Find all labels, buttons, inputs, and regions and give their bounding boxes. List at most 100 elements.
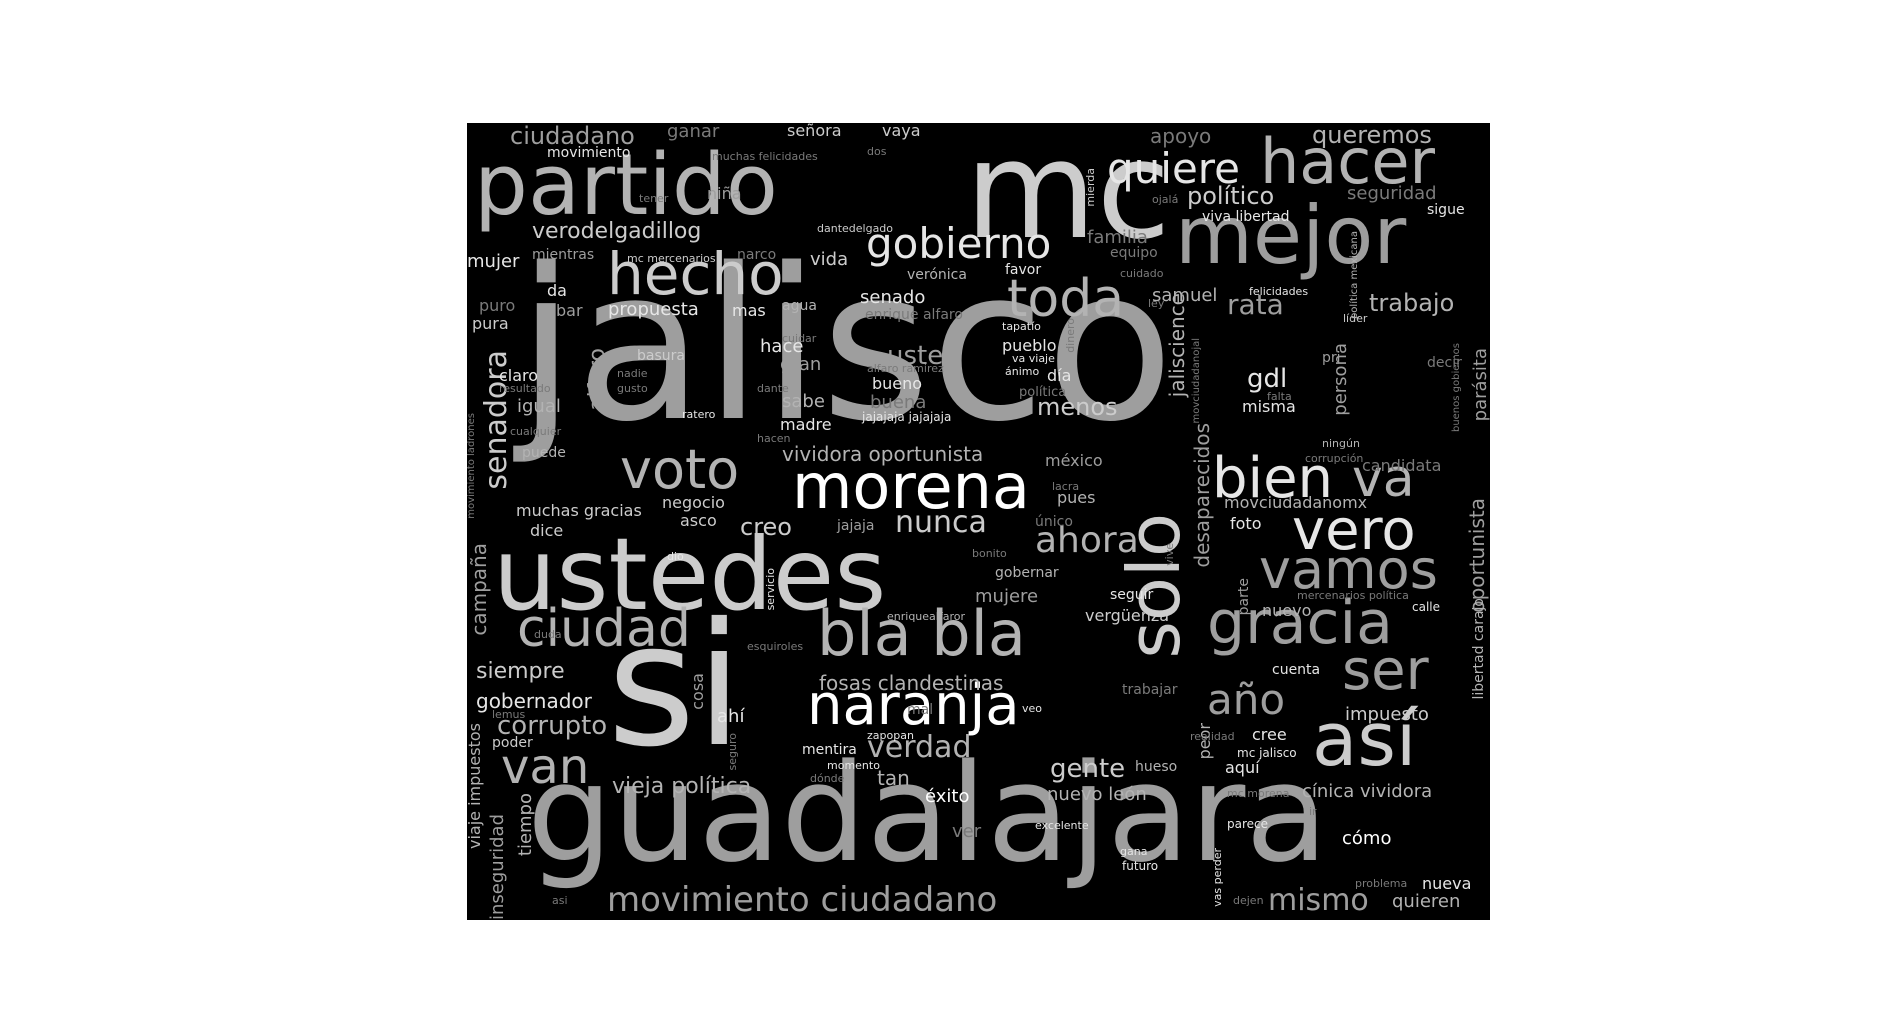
word-toda: toda xyxy=(1007,269,1125,329)
word-aqui: aquí xyxy=(1225,758,1260,777)
word-trabajo: trabajo xyxy=(1369,289,1455,317)
word-mejor: mejor xyxy=(1175,189,1407,282)
word-mujer: mujer xyxy=(467,251,520,272)
word-mierda: mierda xyxy=(1084,168,1097,207)
word-vividora-oportunista: vividora oportunista xyxy=(782,442,984,466)
word-senado: senado xyxy=(860,287,926,308)
word-cinica-vividora: cínica vividora xyxy=(1302,781,1433,802)
word-tener: tener xyxy=(639,192,669,205)
word-ahi: ahí xyxy=(717,706,745,727)
word-dia: día xyxy=(1047,366,1072,385)
word-unico: único xyxy=(1035,514,1073,530)
word-vaya: vaya xyxy=(882,123,921,140)
word-gente: gente xyxy=(1050,754,1126,784)
word-quiere: quiere xyxy=(1107,144,1240,193)
word-rata: rata xyxy=(1227,288,1284,321)
word-tapatio: tapatío xyxy=(1002,320,1041,333)
word-nina: niña xyxy=(707,184,742,203)
word-samuel: samuel xyxy=(1152,285,1218,306)
word-dante: dante xyxy=(757,382,789,395)
word-nadie: nadie xyxy=(617,367,648,380)
word-gdl: gdl xyxy=(1247,364,1288,394)
word-da: da xyxy=(547,281,567,300)
word-hueso: hueso xyxy=(1135,759,1178,775)
word-ver: ver xyxy=(952,821,982,842)
word-dinero: dinero xyxy=(1064,318,1077,353)
word-corrupcion: corrupción xyxy=(1305,452,1364,465)
word-ir: ir xyxy=(1309,805,1317,818)
word-jajajaja-jajajaja: jajajaja jajajaja xyxy=(862,410,952,424)
word-dantedelgado: dantedelgado xyxy=(817,222,894,235)
word-mc: mc xyxy=(965,123,1171,269)
word-apoyo: apoyo xyxy=(1150,124,1212,148)
word-siempre: siempre xyxy=(476,659,565,684)
word-dos: dos xyxy=(867,145,887,158)
word-dejen: dejen xyxy=(1233,894,1264,907)
word-libertad-carajo: libertad carajo xyxy=(1471,598,1487,700)
word-jajaja: jajaja xyxy=(837,518,875,534)
word-futuro: futuro xyxy=(1122,859,1159,873)
word-foto: foto xyxy=(1230,514,1262,533)
word-decir: decir xyxy=(1427,355,1462,371)
word-ganar: ganar xyxy=(667,123,720,142)
word-usted: usted xyxy=(887,341,960,371)
word-cuidar: cuidar xyxy=(782,332,817,345)
word-parte: parte xyxy=(1236,578,1252,616)
word-agua: agua xyxy=(782,298,817,314)
word-servicio: servicio xyxy=(764,568,777,611)
word-ojala: ojalá xyxy=(1152,193,1179,206)
word-como: cómo xyxy=(1342,828,1392,849)
word-felicidades: felicidades xyxy=(1249,285,1309,298)
word-viaje-impuestos: viaje impuestos xyxy=(467,723,484,849)
word-asi: asi xyxy=(552,894,568,907)
word-vas-perder: vas perder xyxy=(1211,848,1224,907)
word-seguir: seguir xyxy=(1110,587,1154,603)
word-narco: narco xyxy=(737,247,777,263)
word-vamos: vamos xyxy=(1259,538,1438,601)
word-quieren: quieren xyxy=(1392,891,1461,912)
word-parasita: parásita xyxy=(1470,348,1490,422)
word-morena: morena xyxy=(792,450,1030,523)
word-sigue: sigue xyxy=(1427,202,1465,218)
word-mientras: mientras xyxy=(532,247,595,263)
word-exito: éxito xyxy=(925,786,970,807)
word-movimiento-ladrones: movimiento ladrones xyxy=(467,413,477,519)
word-cosa: cosa xyxy=(688,673,707,710)
word-buena: buena xyxy=(870,392,927,413)
word-enrique-alfaro: enrique alfaro xyxy=(865,307,963,323)
word-cloud: jalisco mc guadalajara si ustedes partido solo… xyxy=(467,123,1490,920)
word-basura: basura xyxy=(637,348,685,364)
word-vero: vero xyxy=(1292,498,1416,563)
word-bueno: bueno xyxy=(872,374,923,393)
word-puro: puro xyxy=(479,296,516,315)
word-movciudadanojal: movciudadanojal xyxy=(1191,338,1202,424)
word-duda: duda xyxy=(534,628,562,641)
word-ley: ley xyxy=(1148,297,1165,310)
word-cualquier: cualquier xyxy=(510,425,562,438)
word-voto: voto xyxy=(620,438,740,501)
word-lider: líder xyxy=(1343,312,1368,325)
word-mentira: mentira xyxy=(802,742,857,758)
word-bla-bla: bla bla xyxy=(817,597,1026,670)
word-cuidado: cuidado xyxy=(1120,267,1164,280)
word-pura: pura xyxy=(472,314,509,333)
word-zapopan: zapopan xyxy=(867,729,914,742)
word-ciudad: ciudad xyxy=(517,599,691,659)
word-trabajar: trabajar xyxy=(1122,682,1178,698)
word-nueva: nueva xyxy=(1422,874,1472,893)
word-equipo: equipo xyxy=(1110,245,1158,261)
word-van: van xyxy=(501,739,590,795)
word-propuesta: propuesta xyxy=(608,299,699,320)
word-movimiento: movimiento xyxy=(547,145,631,161)
word-robar: robar xyxy=(540,301,583,320)
word-poder: poder xyxy=(492,735,533,751)
word-claro: claro xyxy=(499,366,539,385)
word-mc-jalisco: mc jalisco xyxy=(1237,746,1297,760)
word-falta: falta xyxy=(1267,390,1292,403)
word-ahora: ahora xyxy=(1035,520,1139,561)
word-cuenta: cuenta xyxy=(1272,662,1321,678)
word-va-viaje: va viaje xyxy=(1012,352,1055,365)
word-vieja-politica: vieja política xyxy=(612,774,752,799)
word-vida: vida xyxy=(810,249,849,270)
word-politico: político xyxy=(1187,182,1275,210)
